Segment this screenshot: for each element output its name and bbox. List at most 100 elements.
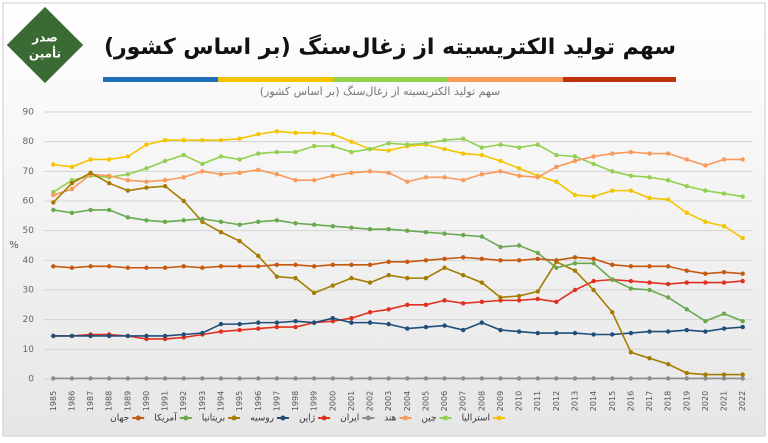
x-tick-label: 2010 [515, 391, 524, 411]
point [51, 376, 56, 381]
point [479, 320, 485, 325]
point [181, 175, 186, 180]
point [572, 154, 578, 159]
y-axis-label: % [9, 240, 19, 251]
point [162, 219, 168, 224]
point [535, 175, 540, 180]
x-tick-label: 1995 [235, 391, 244, 411]
point [647, 280, 652, 285]
point [349, 139, 354, 144]
point [423, 376, 429, 381]
point [665, 197, 671, 202]
point [107, 181, 112, 186]
x-tick-label: 2016 [626, 391, 635, 411]
point [628, 278, 634, 284]
y-tick-label: 80 [23, 137, 35, 147]
point [703, 329, 708, 334]
point [423, 175, 429, 180]
point [554, 179, 559, 184]
point [572, 268, 578, 273]
point [405, 228, 410, 233]
point [181, 218, 186, 223]
point [442, 231, 447, 236]
point [256, 326, 261, 331]
logo-text: صدر [31, 31, 57, 45]
point [647, 264, 652, 269]
point [88, 170, 93, 176]
point [572, 261, 578, 266]
point [554, 376, 559, 381]
point [69, 265, 75, 270]
point [386, 376, 391, 381]
point [237, 222, 242, 227]
point [665, 361, 671, 367]
x-tick-label: 2012 [552, 391, 561, 411]
point [442, 376, 447, 381]
point [479, 299, 485, 305]
point [349, 376, 354, 381]
point [162, 333, 168, 339]
point [256, 219, 261, 224]
point [461, 178, 466, 183]
point [274, 172, 280, 177]
x-tick-label: 2009 [496, 391, 505, 411]
point [386, 272, 391, 278]
point [125, 188, 131, 193]
band-segment [103, 77, 218, 82]
point [274, 274, 280, 279]
point [162, 265, 168, 270]
point [498, 142, 503, 147]
point [367, 310, 373, 315]
legend-marker [183, 415, 189, 421]
point [367, 262, 373, 267]
point [610, 376, 615, 381]
point [386, 259, 391, 265]
point [237, 264, 242, 269]
x-tick-label: 1992 [179, 391, 188, 411]
point [703, 219, 708, 224]
point [535, 142, 540, 147]
point [51, 333, 56, 339]
x-tick-label: 1991 [161, 391, 170, 411]
point [274, 218, 280, 223]
point [218, 154, 224, 159]
point [610, 310, 615, 315]
legend-marker [496, 415, 502, 421]
point [200, 265, 205, 270]
point [311, 143, 317, 149]
legend-label: ژاپن [299, 414, 315, 424]
point [647, 195, 652, 201]
point [405, 302, 410, 308]
point [200, 137, 205, 143]
x-tick-label: 2007 [459, 391, 468, 411]
point [610, 169, 615, 174]
point [535, 250, 540, 256]
x-tick-label: 1987 [86, 391, 95, 411]
point [684, 210, 689, 216]
point [535, 296, 540, 302]
point [144, 166, 149, 171]
point [69, 210, 75, 216]
point [740, 376, 745, 381]
x-tick-label: 1996 [254, 391, 263, 411]
x-tick-label: 1990 [142, 391, 151, 411]
point [293, 318, 298, 324]
point [461, 255, 466, 260]
point [684, 183, 689, 189]
logo: صدر تأمین [6, 6, 84, 84]
point [200, 161, 205, 167]
legend-marker [443, 415, 449, 421]
point [647, 356, 652, 361]
point [665, 329, 671, 334]
legend-label: آمریکا [154, 412, 177, 424]
point [442, 146, 447, 152]
series-line [53, 209, 743, 323]
point [740, 235, 745, 241]
point [405, 142, 410, 147]
point [423, 275, 429, 281]
point [311, 376, 317, 381]
point [88, 264, 93, 269]
x-tick-label: 2005 [421, 391, 430, 411]
point [237, 327, 242, 333]
point [647, 376, 652, 381]
